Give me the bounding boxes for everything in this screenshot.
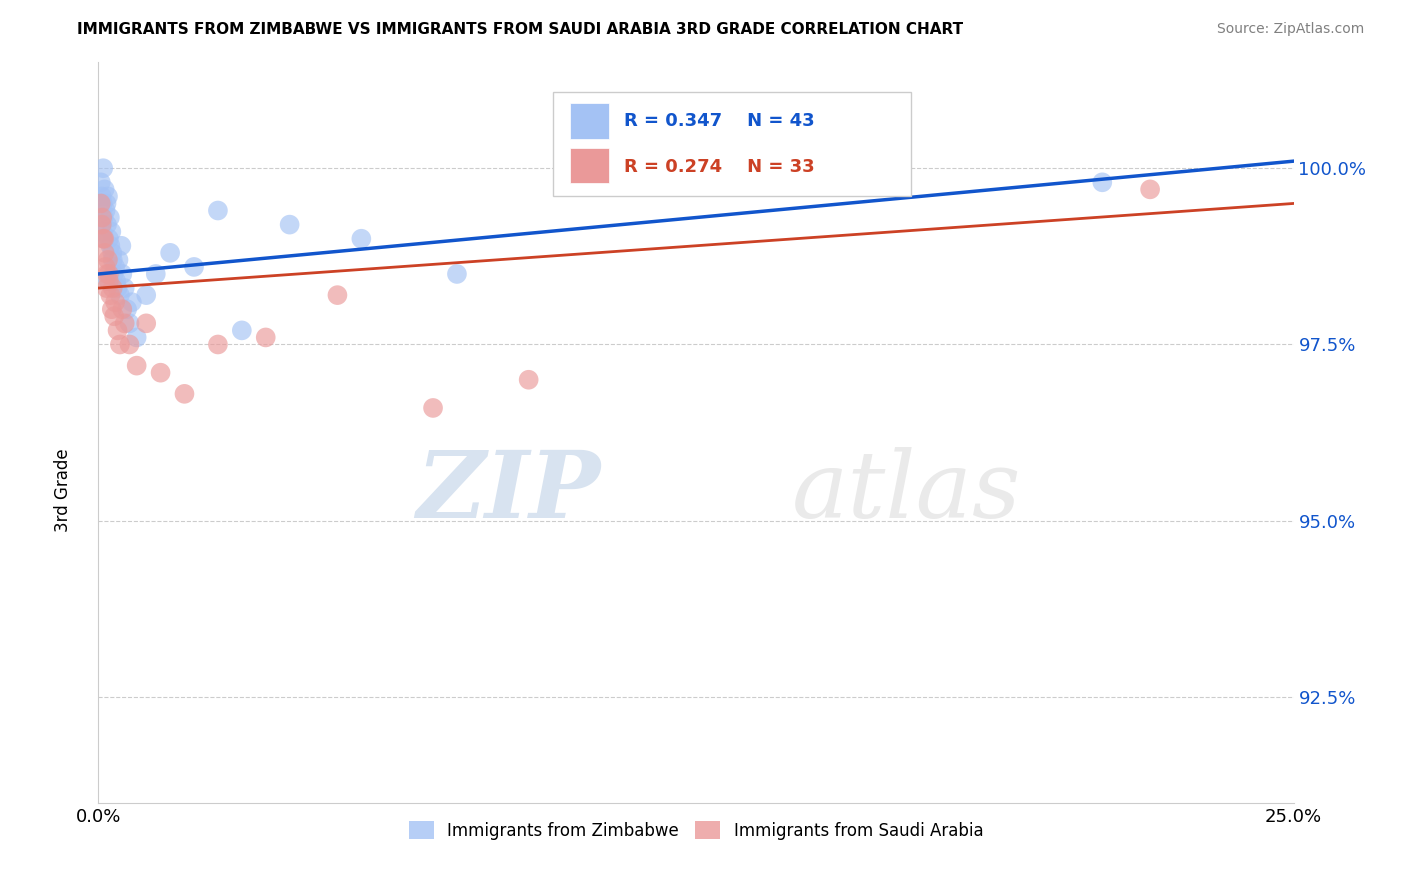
Point <box>90 196 112 211</box>
Point <box>326 288 349 302</box>
Point <box>125 359 148 373</box>
Point <box>118 337 141 351</box>
Bar <box>571 148 609 183</box>
Point <box>125 330 148 344</box>
Point <box>101 281 124 295</box>
Point <box>96 196 118 211</box>
Point <box>104 295 127 310</box>
Point <box>91 232 114 246</box>
Point <box>108 337 131 351</box>
Point <box>96 281 118 295</box>
Text: R = 0.274    N = 33: R = 0.274 N = 33 <box>624 158 815 176</box>
Point <box>107 252 129 267</box>
Point <box>422 401 444 415</box>
Point <box>114 316 136 330</box>
Point <box>115 302 138 317</box>
Point <box>149 366 172 380</box>
Point <box>93 232 115 246</box>
Text: 3rd Grade: 3rd Grade <box>55 449 72 533</box>
Point <box>97 232 120 246</box>
Point <box>96 267 118 281</box>
Point <box>517 373 540 387</box>
Point <box>93 182 115 196</box>
Point <box>91 211 114 225</box>
Point <box>103 310 125 324</box>
Point <box>135 288 157 302</box>
Point <box>254 330 277 344</box>
Point <box>94 260 117 274</box>
Point <box>94 203 117 218</box>
Point <box>93 211 115 225</box>
Point <box>350 232 373 246</box>
Point <box>135 316 157 330</box>
Point <box>90 175 112 189</box>
Point <box>107 323 129 337</box>
Point <box>90 189 112 203</box>
Point <box>97 189 120 203</box>
Text: Source: ZipAtlas.com: Source: ZipAtlas.com <box>1216 22 1364 37</box>
Point <box>96 218 118 232</box>
Bar <box>571 103 609 138</box>
Point <box>446 267 468 281</box>
Point <box>107 281 129 295</box>
Point <box>101 245 124 260</box>
Text: IMMIGRANTS FROM ZIMBABWE VS IMMIGRANTS FROM SAUDI ARABIA 3RD GRADE CORRELATION C: IMMIGRANTS FROM ZIMBABWE VS IMMIGRANTS F… <box>77 22 963 37</box>
Point <box>101 302 124 317</box>
Point <box>91 196 114 211</box>
Point <box>183 260 205 274</box>
Point <box>110 239 132 253</box>
Point <box>98 211 121 225</box>
Point <box>207 337 229 351</box>
Text: atlas: atlas <box>792 447 1021 537</box>
Point <box>97 274 120 288</box>
Point <box>101 252 124 267</box>
Point <box>108 288 131 302</box>
Point <box>118 316 141 330</box>
Legend: Immigrants from Zimbabwe, Immigrants from Saudi Arabia: Immigrants from Zimbabwe, Immigrants fro… <box>402 814 990 847</box>
Text: ZIP: ZIP <box>416 447 600 537</box>
Point <box>121 295 143 310</box>
Point <box>111 267 134 281</box>
FancyBboxPatch shape <box>553 92 911 195</box>
Point <box>207 203 229 218</box>
Point <box>231 323 253 337</box>
Point <box>90 218 112 232</box>
Point <box>93 245 115 260</box>
Point <box>278 218 301 232</box>
Point <box>91 225 114 239</box>
Point <box>1091 175 1114 189</box>
Point <box>93 232 115 246</box>
Point <box>103 267 125 281</box>
Point <box>173 387 195 401</box>
Point <box>98 288 122 302</box>
Point <box>114 281 136 295</box>
Point <box>97 252 120 267</box>
Point <box>780 175 803 189</box>
Point <box>98 239 122 253</box>
Point <box>91 161 114 176</box>
Point <box>97 267 120 281</box>
Point <box>1139 182 1161 196</box>
Point <box>159 245 181 260</box>
Point <box>97 274 120 288</box>
Text: R = 0.347    N = 43: R = 0.347 N = 43 <box>624 112 815 130</box>
Point <box>100 225 122 239</box>
Point <box>111 302 134 317</box>
Point <box>104 260 127 274</box>
Point <box>105 274 128 288</box>
Point <box>145 267 167 281</box>
Point <box>756 161 779 176</box>
